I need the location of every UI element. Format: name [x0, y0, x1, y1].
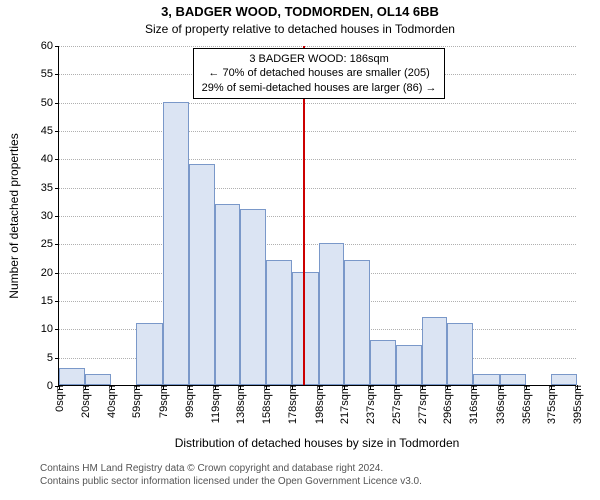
- gridline: [59, 244, 576, 245]
- y-tick-label: 20: [41, 267, 59, 279]
- chart-title-1: 3, BADGER WOOD, TODMORDEN, OL14 6BB: [0, 4, 600, 19]
- histogram-bar: [447, 323, 473, 385]
- y-tick-label: 40: [41, 153, 59, 165]
- gridline: [59, 46, 576, 47]
- chart-container: 3, BADGER WOOD, TODMORDEN, OL14 6BB Size…: [0, 0, 600, 500]
- x-tick-label: 79sqm: [156, 385, 170, 418]
- x-tick-label: 375sqm: [544, 385, 558, 424]
- y-axis-label: Number of detached properties: [7, 133, 21, 298]
- x-tick-label: 198sqm: [312, 385, 326, 424]
- histogram-bar: [266, 260, 292, 385]
- histogram-bar: [85, 374, 111, 385]
- histogram-bar: [59, 368, 85, 385]
- x-tick-label: 395sqm: [570, 385, 584, 424]
- x-tick-label: 119sqm: [208, 385, 222, 423]
- x-tick-label: 158sqm: [259, 385, 273, 424]
- x-axis-label: Distribution of detached houses by size …: [175, 436, 460, 450]
- gridline: [59, 188, 576, 189]
- y-tick-label: 5: [47, 352, 59, 364]
- histogram-bar: [422, 317, 447, 385]
- x-tick-label: 138sqm: [233, 385, 247, 424]
- y-tick-label: 15: [41, 295, 59, 307]
- histogram-bar: [136, 323, 162, 385]
- y-tick-label: 10: [41, 323, 59, 335]
- histogram-bar: [215, 204, 240, 385]
- chart-title-2: Size of property relative to detached ho…: [0, 22, 600, 36]
- y-tick-label: 60: [41, 40, 59, 52]
- histogram-bar: [500, 374, 526, 385]
- y-tick-label: 30: [41, 210, 59, 222]
- x-tick-label: 316sqm: [466, 385, 480, 424]
- y-tick-label: 35: [41, 182, 59, 194]
- histogram-bar: [319, 243, 344, 385]
- annotation-box: 3 BADGER WOOD: 186sqm ← 70% of detached …: [193, 48, 446, 99]
- annotation-line-1: 3 BADGER WOOD: 186sqm: [202, 52, 437, 66]
- x-tick-label: 237sqm: [363, 385, 377, 424]
- x-tick-label: 257sqm: [389, 385, 403, 424]
- x-tick-label: 296sqm: [440, 385, 454, 424]
- footer-line-1: Contains HM Land Registry data © Crown c…: [40, 462, 422, 475]
- histogram-bar: [396, 345, 422, 385]
- histogram-bar: [163, 102, 189, 385]
- histogram-bar: [292, 272, 318, 385]
- x-tick-label: 356sqm: [519, 385, 533, 424]
- x-tick-label: 0sqm: [52, 385, 66, 412]
- histogram-bar: [189, 164, 215, 385]
- footer-attribution: Contains HM Land Registry data © Crown c…: [40, 462, 422, 488]
- y-tick-label: 55: [41, 68, 59, 80]
- x-tick-label: 336sqm: [493, 385, 507, 424]
- histogram-bar: [473, 374, 499, 385]
- x-tick-label: 178sqm: [285, 385, 299, 424]
- histogram-bar: [551, 374, 577, 385]
- y-tick-label: 25: [41, 238, 59, 250]
- x-tick-label: 59sqm: [129, 385, 143, 418]
- annotation-line-3: 29% of semi-detached houses are larger (…: [202, 81, 437, 95]
- x-tick-label: 277sqm: [415, 385, 429, 424]
- y-tick-label: 45: [41, 125, 59, 137]
- x-tick-label: 99sqm: [182, 385, 196, 418]
- gridline: [59, 103, 576, 104]
- gridline: [59, 216, 576, 217]
- footer-line-2: Contains public sector information licen…: [40, 475, 422, 488]
- y-tick-label: 50: [41, 97, 59, 109]
- gridline: [59, 131, 576, 132]
- x-tick-label: 217sqm: [337, 385, 351, 424]
- histogram-bar: [370, 340, 396, 385]
- x-tick-label: 40sqm: [104, 385, 118, 418]
- annotation-line-2: ← 70% of detached houses are smaller (20…: [202, 66, 437, 80]
- histogram-bar: [240, 209, 266, 385]
- gridline: [59, 159, 576, 160]
- x-tick-label: 20sqm: [78, 385, 92, 418]
- histogram-bar: [344, 260, 370, 385]
